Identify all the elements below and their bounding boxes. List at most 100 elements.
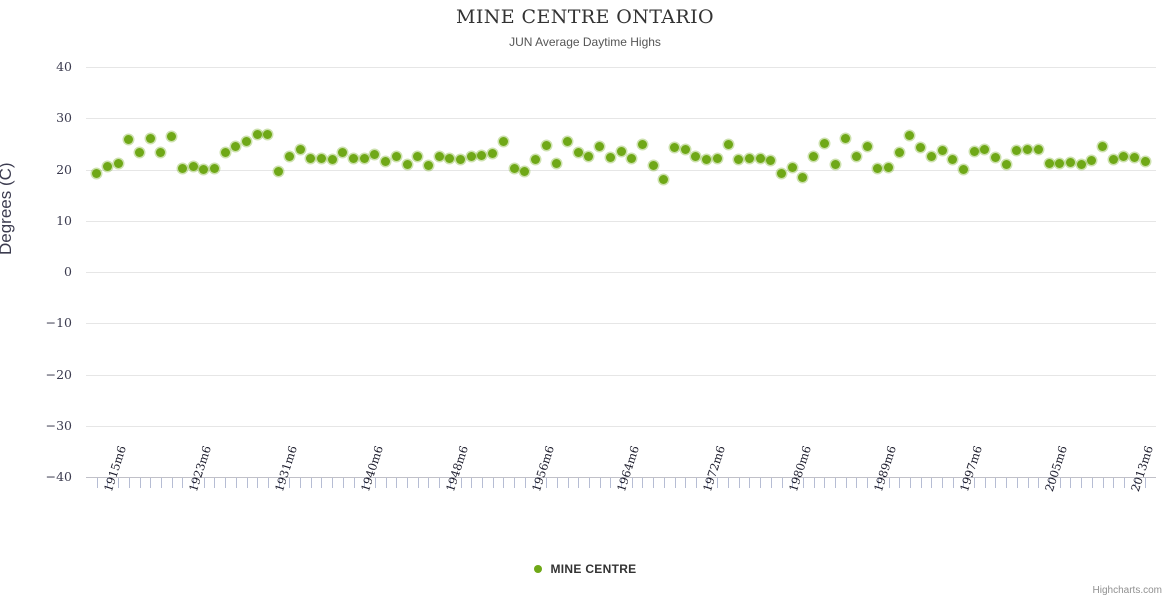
data-point[interactable] [627,153,637,163]
data-point[interactable] [220,148,230,158]
data-point[interactable] [777,168,786,178]
data-point[interactable] [1108,154,1118,164]
data-point[interactable] [991,153,1000,163]
data-point[interactable] [648,160,658,170]
data-point[interactable] [595,141,605,151]
data-point[interactable] [274,167,284,177]
data-point[interactable] [1033,144,1043,154]
data-point[interactable] [1055,158,1065,168]
data-point[interactable] [691,152,701,162]
data-point[interactable] [766,156,776,166]
data-point[interactable] [809,151,819,161]
data-point[interactable] [755,154,765,164]
data-point[interactable] [423,160,433,170]
data-point[interactable] [552,158,562,168]
data-point[interactable] [841,134,851,144]
data-point[interactable] [605,153,615,163]
data-point[interactable] [1012,145,1022,155]
data-point[interactable] [327,155,337,165]
credits-link[interactable]: Highcharts.com [1092,585,1162,596]
data-point[interactable] [530,155,540,165]
data-point[interactable] [338,148,348,158]
data-point[interactable] [263,130,273,140]
data-point[interactable] [359,153,369,163]
data-point[interactable] [702,154,712,164]
data-point[interactable] [242,136,251,146]
data-point[interactable] [1044,159,1054,169]
data-point[interactable] [1023,144,1033,154]
data-point[interactable] [659,175,669,185]
data-point[interactable] [370,149,380,159]
data-point[interactable] [958,165,968,174]
data-point[interactable] [316,153,326,163]
data-point[interactable] [616,147,626,157]
data-point[interactable] [1098,142,1107,152]
data-point[interactable] [1140,156,1150,166]
data-point[interactable] [124,134,134,144]
data-point[interactable] [744,154,754,164]
legend-item-mine-centre[interactable]: MINE CENTRE [533,562,637,576]
data-point[interactable] [349,153,358,163]
data-point[interactable] [680,144,690,154]
data-point[interactable] [734,155,744,165]
data-point[interactable] [969,146,979,156]
data-point[interactable] [381,156,391,166]
data-point[interactable] [541,141,551,151]
data-point[interactable] [498,136,508,146]
data-point[interactable] [637,140,647,150]
data-point[interactable] [819,139,829,149]
data-point[interactable] [873,164,883,174]
data-point[interactable] [1130,153,1140,163]
data-point[interactable] [145,134,155,144]
data-point[interactable] [231,142,241,152]
data-point[interactable] [905,130,915,140]
data-point[interactable] [798,172,808,182]
data-point[interactable] [563,137,572,147]
data-point[interactable] [584,151,594,161]
data-point[interactable] [926,151,936,161]
data-point[interactable] [413,152,423,162]
data-point[interactable] [102,161,112,171]
data-point[interactable] [1087,156,1097,166]
data-point[interactable] [434,152,444,162]
data-point[interactable] [851,151,861,161]
data-point[interactable] [295,145,305,154]
data-point[interactable] [188,161,198,171]
data-point[interactable] [445,154,455,164]
data-point[interactable] [948,154,958,164]
data-point[interactable] [787,162,797,172]
data-point[interactable] [113,159,123,169]
data-point[interactable] [884,163,893,173]
data-point[interactable] [199,165,209,174]
data-point[interactable] [466,152,476,162]
data-point[interactable] [209,164,219,174]
data-point[interactable] [284,151,294,161]
data-point[interactable] [573,147,583,157]
data-point[interactable] [916,143,926,153]
data-point[interactable] [520,166,530,176]
data-point[interactable] [670,142,679,152]
data-point[interactable] [1065,158,1075,168]
data-point[interactable] [488,148,498,158]
data-point[interactable] [402,159,412,169]
data-point[interactable] [509,164,519,174]
data-point[interactable] [167,131,177,141]
data-point[interactable] [177,164,187,174]
data-point[interactable] [1119,152,1129,162]
data-point[interactable] [894,148,904,158]
data-point[interactable] [712,153,722,163]
data-point[interactable] [1076,159,1086,169]
data-point[interactable] [723,139,733,149]
data-point[interactable] [135,148,144,158]
data-point[interactable] [92,169,102,179]
data-point[interactable] [306,154,316,164]
data-point[interactable] [1001,159,1011,169]
data-point[interactable] [862,141,872,151]
data-point[interactable] [477,151,487,161]
data-point[interactable] [830,159,840,169]
data-point[interactable] [937,146,947,156]
data-point[interactable] [252,129,262,139]
data-point[interactable] [456,155,465,165]
data-point[interactable] [980,145,990,154]
data-point[interactable] [156,147,166,157]
